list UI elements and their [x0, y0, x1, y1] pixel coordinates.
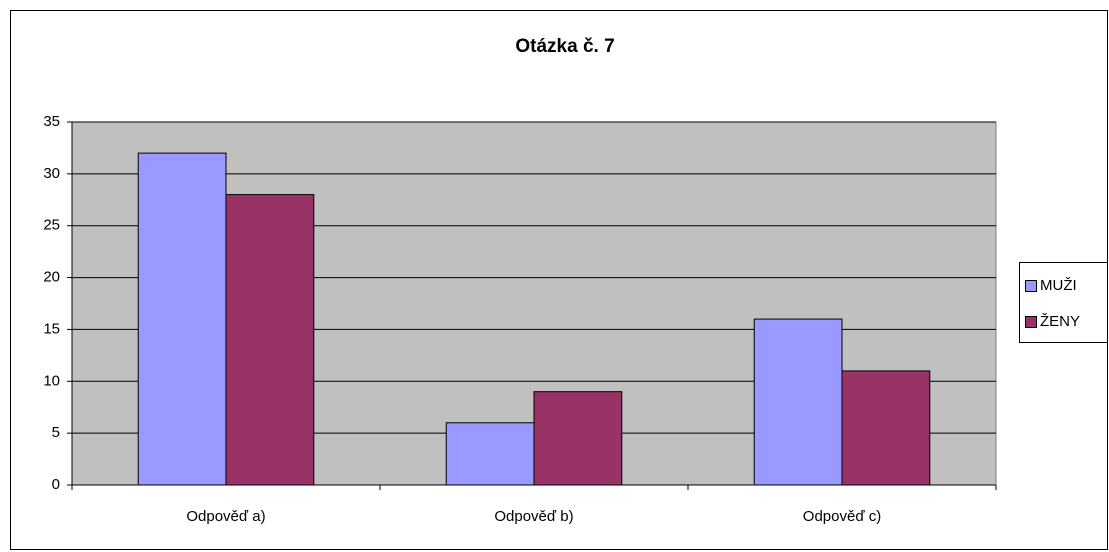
y-tick-label: 20 [43, 269, 60, 286]
y-tick-label: 35 [43, 113, 60, 130]
x-tick-label: Odpověď a) [186, 508, 265, 525]
x-tick-label: Odpověď c) [803, 508, 881, 525]
bar [225, 194, 315, 486]
y-tick-label: 25 [43, 217, 60, 234]
bar [753, 318, 843, 486]
bar [137, 152, 227, 486]
y-tick-label: 15 [43, 320, 60, 337]
legend-swatch [1025, 280, 1037, 292]
y-tick-label: 10 [43, 372, 60, 389]
legend-label: ŽENY [1040, 313, 1080, 330]
bar [841, 370, 931, 486]
y-tick-label: 5 [52, 424, 60, 441]
x-tick-label: Odpověď b) [494, 508, 573, 525]
bar [445, 422, 535, 486]
legend-box [1019, 262, 1108, 343]
bar [533, 391, 623, 486]
y-tick-label: 30 [43, 165, 60, 182]
chart-title: Otázka č. 7 [515, 36, 614, 57]
legend-label: MUŽI [1040, 277, 1077, 294]
legend-swatch [1025, 316, 1037, 328]
y-tick-label: 0 [52, 476, 60, 493]
